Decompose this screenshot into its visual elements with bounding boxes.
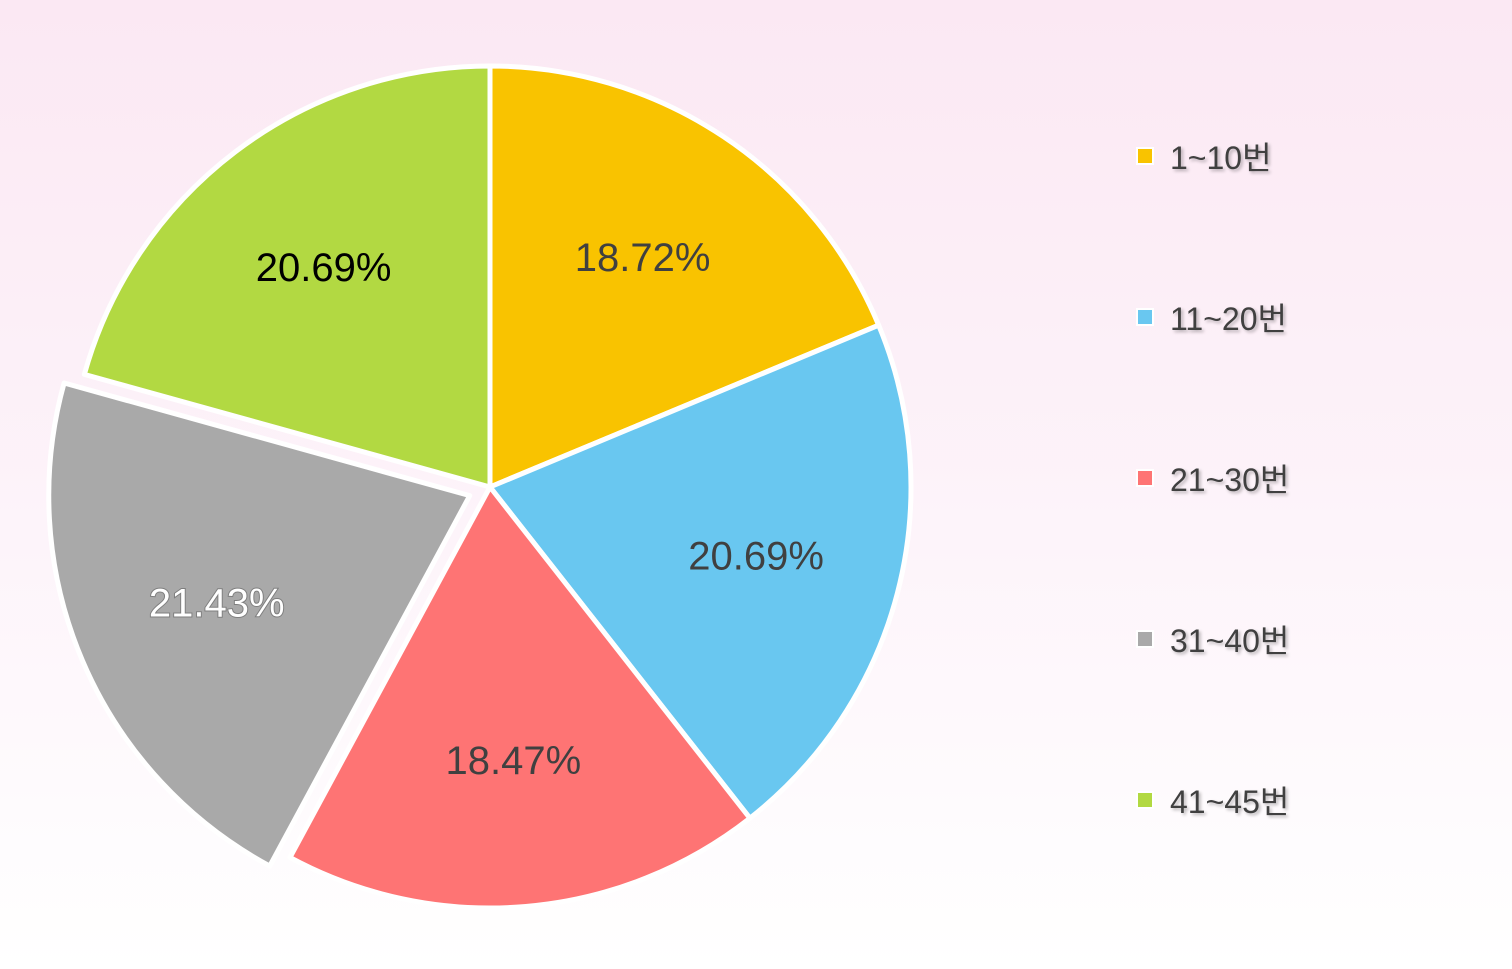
pie-slice	[487, 63, 882, 490]
legend-label: 31~40번	[1170, 623, 1290, 659]
legend-item: 41~45번	[1136, 780, 1289, 820]
legend-label: 41~45번	[1170, 784, 1290, 820]
legend-label: 1~10번	[1170, 140, 1272, 176]
legend-swatch	[1136, 469, 1154, 487]
legend-item: 11~20번	[1136, 297, 1287, 337]
legend-item: 31~40번	[1136, 619, 1289, 659]
legend-item: 1~10번	[1136, 136, 1272, 176]
legend-item: 21~30번	[1136, 458, 1289, 498]
legend-swatch	[1136, 630, 1154, 648]
legend-swatch	[1136, 791, 1154, 809]
pie-slice	[46, 380, 473, 869]
data-label: 20.69%	[688, 534, 824, 578]
pie-slice	[487, 322, 914, 821]
legend-label: 21~30번	[1170, 462, 1290, 498]
pie-chart: 18.72% 20.69% 18.47% 21.43% 20.69%	[46, 63, 914, 911]
legend-swatch	[1136, 147, 1154, 165]
data-label: 18.72%	[575, 236, 711, 280]
pie-slice	[287, 484, 753, 911]
data-label: 20.69%	[256, 246, 392, 290]
data-label: 21.43%	[149, 581, 285, 625]
legend-label: 11~20번	[1170, 301, 1287, 337]
data-label: 18.47%	[446, 739, 582, 783]
pie-slice	[81, 63, 493, 490]
legend-swatch	[1136, 308, 1154, 326]
